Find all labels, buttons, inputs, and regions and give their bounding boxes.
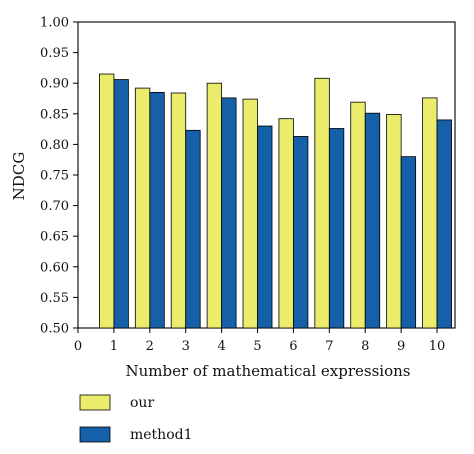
bar-method1-8 <box>364 112 381 329</box>
y-tick-label: 0.50 <box>40 322 69 337</box>
bar-our-9 <box>386 114 402 329</box>
x-tick-label: 4 <box>217 339 225 354</box>
x-tick-label: 9 <box>397 339 405 354</box>
bar-method1-1 <box>113 79 129 329</box>
bar-method1-7 <box>328 128 345 329</box>
x-tick-label: 5 <box>253 339 261 354</box>
x-tick-label: 3 <box>182 339 190 354</box>
legend-label-method1: method1 <box>130 427 193 443</box>
y-tick-label: 1.00 <box>40 16 69 31</box>
y-axis: 0.50 0.55 0.60 0.65 0.70 0.75 0.80 0.85 0.90 0.95… <box>40 16 78 337</box>
bar-method1-4 <box>221 97 237 329</box>
x-tick-label: 7 <box>325 339 333 354</box>
legend: our method1 <box>79 394 193 443</box>
bar-method1-5 <box>257 125 273 329</box>
x-axis-title: Number of mathematical expressions <box>126 362 411 380</box>
y-tick-label: 0.55 <box>40 291 69 306</box>
y-tick-label: 0.70 <box>40 199 69 214</box>
bar-our-2 <box>134 87 151 329</box>
bar-our-1 <box>99 73 115 329</box>
bar-method1-6 <box>293 136 309 329</box>
y-tick-label: 0.90 <box>40 77 69 92</box>
bar-method1-3 <box>185 129 201 329</box>
bar-our-5 <box>242 98 258 329</box>
bar-our-10 <box>422 97 438 329</box>
x-tick-label: 10 <box>429 339 446 354</box>
x-tick-label: 6 <box>289 339 297 354</box>
x-tick-label: 2 <box>146 339 154 354</box>
bar-our-6 <box>278 118 294 329</box>
y-tick-label: 0.60 <box>40 260 69 275</box>
bars-group <box>99 73 452 329</box>
x-axis: 0 1 2 3 4 5 6 7 8 9 10 <box>74 328 445 354</box>
bar-our-3 <box>170 92 187 329</box>
bar-method1-2 <box>149 91 165 329</box>
y-tick-label: 0.85 <box>40 107 69 122</box>
y-tick-label: 0.95 <box>40 46 69 61</box>
bar-our-8 <box>350 101 366 329</box>
bar-our-4 <box>206 82 223 329</box>
x-tick-label: 0 <box>74 339 82 354</box>
bar-our-7 <box>314 77 330 329</box>
y-tick-label: 0.75 <box>40 169 69 184</box>
y-tick-label: 0.80 <box>40 138 69 153</box>
x-tick-label: 1 <box>110 339 118 354</box>
legend-swatch-method1 <box>79 426 111 443</box>
bar-method1-9 <box>400 156 417 329</box>
y-tick-label: 0.65 <box>40 230 69 245</box>
legend-label-our: our <box>130 395 154 411</box>
bar-method1-10 <box>436 119 452 329</box>
x-tick-label: 8 <box>361 339 369 354</box>
legend-swatch-our <box>79 394 111 411</box>
y-axis-title: NDCG <box>10 152 28 201</box>
